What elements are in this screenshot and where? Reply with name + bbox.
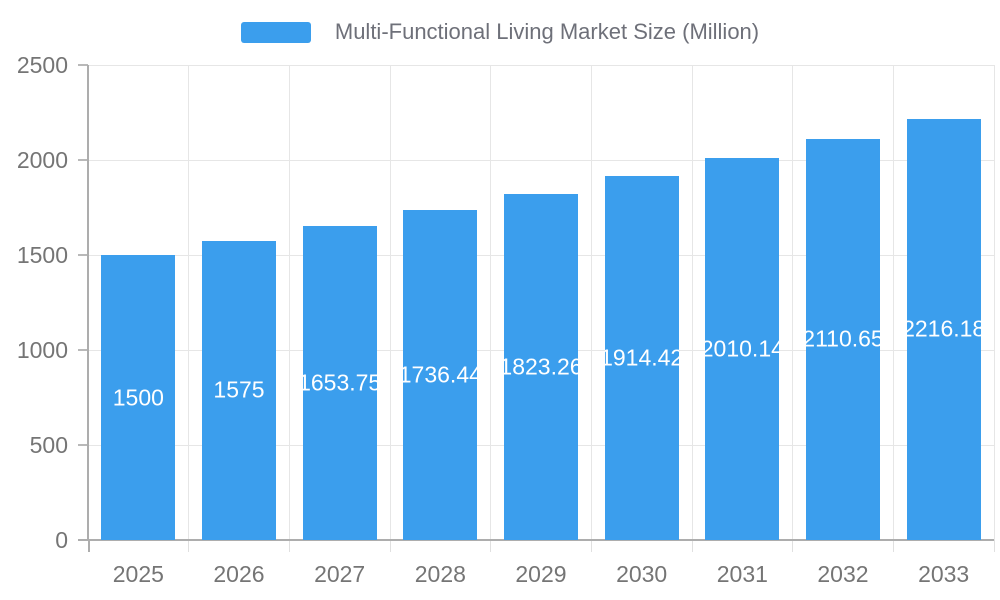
plot-area: 0 500 1000 1500 2000 2500 1500 1575 1653.75 1736.… [17, 52, 995, 587]
bar-value-label: 2010.14 [705, 335, 780, 362]
bar-value-label: 2110.65 [806, 325, 880, 352]
x-axis-tick-label: 2028 [414, 561, 466, 587]
bar[interactable]: 2010.14 [705, 158, 780, 540]
y-gridline [88, 159, 994, 161]
x-axis-tick-label: 2029 [515, 561, 567, 587]
x-axis-tick [87, 540, 90, 552]
bar-value-label: 1914.42 [604, 344, 679, 371]
x-gridline [288, 65, 290, 540]
x-axis-tick-label: 2033 [918, 561, 970, 587]
legend-item[interactable]: Multi-Functional Living Market Size (Mil… [0, 20, 1000, 44]
bar-value-label: 1823.26 [504, 353, 578, 380]
bar[interactable]: 2216.18 [906, 118, 981, 540]
y-gridline [88, 64, 994, 66]
y-axis-tick-label: 2500 [16, 52, 68, 78]
x-axis-tick-label: 2026 [213, 561, 265, 587]
bar[interactable]: 1914.42 [604, 176, 679, 540]
bar-value-label: 1653.75 [302, 369, 377, 396]
bar[interactable]: 1500 [101, 255, 176, 540]
bar-value-label: 1736.44 [403, 361, 478, 388]
legend-label: Multi-Functional Living Market Size (Mil… [334, 19, 760, 44]
x-gridline [389, 65, 391, 540]
bar-value-label: 1500 [112, 384, 164, 410]
bar[interactable]: 1575 [202, 240, 276, 540]
bar[interactable]: 1736.44 [403, 210, 478, 540]
x-gridline [993, 65, 995, 540]
y-axis-tick [78, 254, 88, 256]
y-axis-tick-label: 1500 [16, 242, 68, 268]
bar[interactable]: 2110.65 [806, 138, 880, 540]
y-axis-line [87, 65, 89, 540]
y-axis-tick [78, 349, 88, 351]
x-axis-tick [590, 540, 592, 552]
x-axis-tick [993, 540, 995, 552]
legend-color-swatch [240, 21, 311, 43]
x-axis-tick-label: 2025 [112, 561, 164, 587]
x-gridline [691, 65, 693, 540]
x-gridline [892, 65, 894, 540]
x-axis-tick [188, 540, 190, 552]
x-axis-tick-label: 2030 [616, 561, 668, 587]
x-axis-tick [792, 540, 794, 552]
y-axis-tick [78, 159, 88, 161]
bar[interactable]: 1823.26 [504, 193, 578, 540]
y-axis-tick-label: 2000 [16, 147, 68, 173]
x-gridline [188, 65, 190, 540]
bar[interactable]: 1653.75 [302, 225, 377, 540]
bar-value-label: 2216.18 [906, 315, 981, 342]
y-axis-tick-label: 1000 [16, 337, 68, 363]
x-gridline [792, 65, 794, 540]
x-gridline [490, 65, 492, 540]
x-axis-tick-label: 2027 [314, 561, 366, 587]
x-axis-tick-label: 2032 [817, 561, 869, 587]
bar-value-label: 1575 [213, 376, 265, 403]
x-axis-tick-label: 2031 [716, 561, 768, 587]
y-axis-tick [78, 444, 88, 446]
x-axis-line [78, 539, 994, 541]
x-axis-tick [389, 540, 391, 552]
x-gridline [590, 65, 592, 540]
y-axis-tick [78, 64, 88, 66]
y-axis-tick-label: 500 [29, 432, 68, 458]
y-axis-tick-label: 0 [55, 527, 68, 553]
x-axis-tick [490, 540, 492, 552]
x-axis-tick [691, 540, 693, 552]
x-axis-tick [288, 540, 290, 552]
x-axis-tick [892, 540, 894, 552]
